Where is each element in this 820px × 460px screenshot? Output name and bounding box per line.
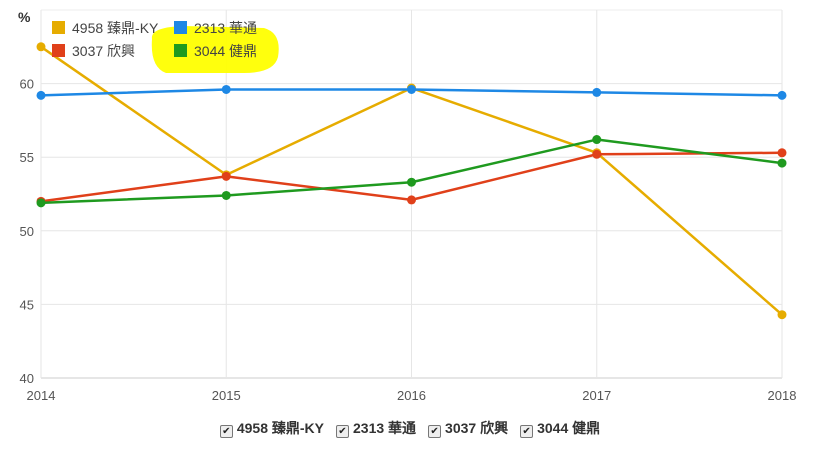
data-point[interactable] — [36, 90, 46, 100]
legend-swatch — [174, 44, 187, 57]
x-tick-label: 2014 — [27, 388, 56, 403]
data-point[interactable] — [777, 158, 787, 168]
series — [36, 42, 787, 320]
series-toggle-label: 4958 臻鼎-KY — [236, 420, 324, 436]
series-toggle-item[interactable]: ✔ 3044 健鼎 — [520, 418, 600, 438]
x-tick-label: 2017 — [582, 388, 611, 403]
series-toggle-checkbox[interactable]: ✔ — [520, 425, 534, 438]
series-toggle-item[interactable]: ✔ 4958 臻鼎-KY — [219, 418, 324, 438]
series-toggle-label: 3037 欣興 — [445, 420, 509, 436]
data-point[interactable] — [592, 87, 602, 97]
y-tick-label: 55 — [20, 150, 34, 165]
data-point[interactable] — [221, 171, 231, 181]
series-toggle-label: 2313 華通 — [353, 420, 417, 436]
data-point[interactable] — [36, 198, 46, 208]
y-axis: % 40 45 50 55 60 — [18, 9, 34, 386]
legend-label: 4958 臻鼎-KY — [72, 20, 159, 36]
series-toggle-item[interactable]: ✔ 3037 欣興 — [428, 418, 508, 438]
series-toggle-checkbox[interactable]: ✔ — [219, 425, 233, 438]
legend-swatch — [174, 21, 187, 34]
y-tick-label: 60 — [20, 77, 34, 92]
grid — [40, 9, 783, 379]
y-axis-unit-label: % — [18, 9, 31, 25]
data-point[interactable] — [221, 84, 231, 94]
legend-swatch — [52, 21, 65, 34]
y-tick-label: 45 — [20, 297, 34, 312]
data-point[interactable] — [221, 190, 231, 200]
series-toggle-label: 3044 健鼎 — [537, 420, 601, 436]
data-point[interactable] — [36, 42, 46, 52]
x-axis: 2014 2015 2016 2017 2018 — [27, 388, 797, 403]
highlighter-mark — [151, 26, 279, 73]
legend-label: 3037 欣興 — [72, 43, 135, 59]
data-point[interactable] — [777, 310, 787, 320]
data-point[interactable] — [407, 84, 416, 94]
legend-label: 2313 華通 — [194, 20, 257, 36]
series-toggle-item[interactable]: ✔ 2313 華通 — [336, 418, 416, 438]
data-point[interactable] — [777, 148, 787, 158]
y-tick-label: 50 — [20, 224, 34, 239]
data-point[interactable] — [777, 90, 787, 100]
data-point[interactable] — [407, 177, 416, 187]
x-tick-label: 2015 — [212, 388, 241, 403]
legend-swatch — [52, 44, 65, 57]
x-tick-label: 2018 — [768, 388, 797, 403]
series-toggle-checkbox[interactable]: ✔ — [336, 425, 349, 438]
data-point[interactable] — [592, 149, 602, 159]
series-toggle-checkbox[interactable]: ✔ — [428, 425, 442, 438]
y-tick-label: 40 — [20, 371, 34, 386]
data-point[interactable] — [407, 195, 416, 205]
x-tick-label: 2016 — [397, 388, 426, 403]
legend: 4958 臻鼎-KY 2313 華通 3037 欣興 3044 健鼎 — [52, 20, 279, 73]
series-toggle-legend: ✔ 4958 臻鼎-KY ✔ 2313 華通 ✔ 3037 欣興 ✔ 3044 健鼎 — [0, 418, 820, 438]
legend-label: 3044 健鼎 — [194, 43, 257, 59]
data-point[interactable] — [592, 135, 602, 145]
